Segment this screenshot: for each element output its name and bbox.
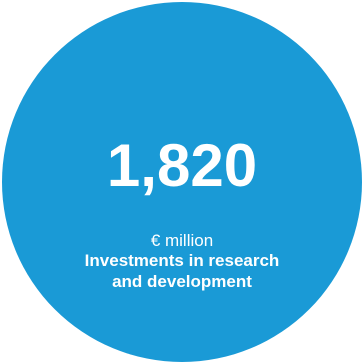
stat-label: Investments in research and development: [0, 250, 364, 292]
stat-label-line-1: Investments in research: [84, 251, 280, 270]
stat-label-line-2: and development: [112, 272, 252, 291]
stat-circle: [2, 2, 362, 362]
stat-unit: € million: [150, 231, 214, 250]
stat-value: 1,820: [106, 132, 258, 199]
